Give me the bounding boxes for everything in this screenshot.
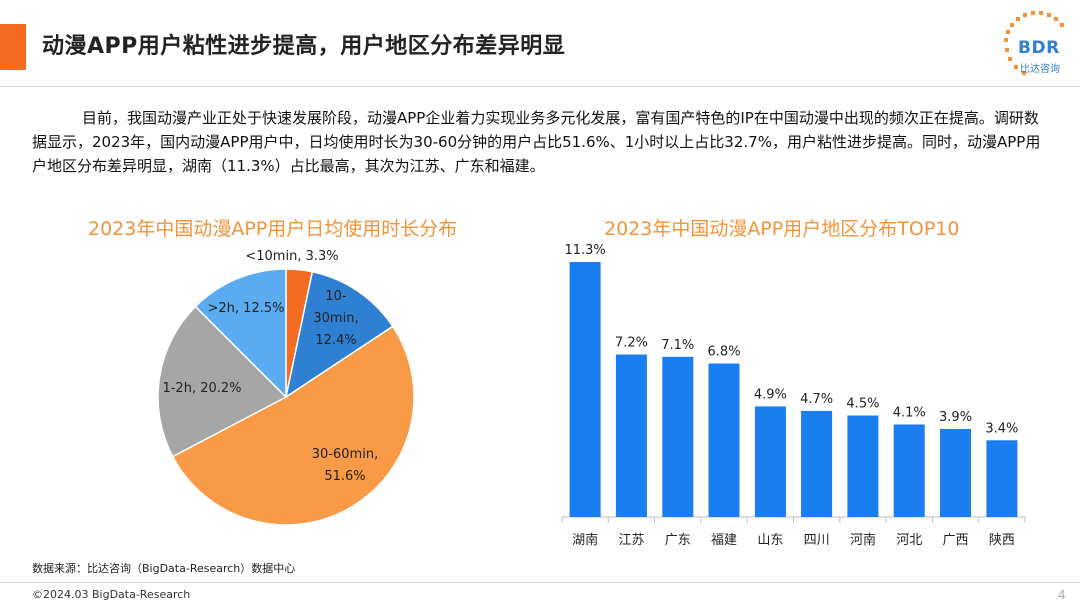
pie-slice-2h [194,268,287,399]
bar-category-label-8: 河北 [896,533,922,548]
bar-data-label-6: 4.7% [800,392,833,407]
bar-10 [986,440,1018,517]
bar-category-label-3: 广东 [665,533,691,548]
data-source-note: 数据来源：比达咨询（BigData-Research）数据中心 [32,562,296,575]
bar-data-label-4: 6.8% [708,345,741,360]
bar-data-label-8: 4.1% [893,405,926,420]
pie-slice-10-30min [284,270,394,399]
bar-category-label-4: 福建 [711,533,737,548]
bar-category-label-2: 江苏 [618,532,644,548]
logo-subtitle: 比达咨询 [1020,64,1060,75]
pie-data-label-1-2h: 1-2h, 20.2% [162,381,241,396]
pie-data-label-2h: >2h, 12.5% [208,301,285,316]
bar-5 [754,406,786,517]
page-number: 4 [1058,588,1066,602]
pie-slice-1-2h [157,305,288,458]
logo-text: BDR [1018,38,1060,58]
bar-category-label-7: 河南 [850,532,876,548]
intro-paragraph: 目前，我国动漫产业正处于快速发展阶段，动漫APP企业着力实现业务多元化发展，富有… [32,109,1041,175]
bar-chart-title: 2023年中国动漫APP用户地区分布TOP10 [604,218,960,240]
bar-1 [569,262,601,517]
bar-data-label-10: 3.4% [985,421,1018,436]
bar-data-label-5: 4.9% [754,387,787,402]
pie-slice-30-60min [171,325,415,526]
bar-data-label-2: 7.2% [615,336,648,351]
bar-data-label-9: 3.9% [939,410,972,425]
bar-8 [893,424,925,517]
pie-data-label-10-30min: 10-30min, 12.4% [313,289,358,348]
bar-category-label-9: 广西 [943,533,969,548]
bar-category-label-5: 山东 [757,533,783,548]
bar-2 [615,354,647,517]
title-accent-bar [0,24,26,70]
bar-6 [801,410,833,517]
copyright-text: ©2024.03 BigData-Research [32,588,191,601]
bar-3 [662,356,694,517]
pie-data-label-10min: <10min, 3.3% [245,249,338,264]
bar-7 [847,415,879,517]
pie-chart-title: 2023年中国动漫APP用户日均使用时长分布 [88,218,458,240]
bar-data-label-7: 4.5% [846,396,879,411]
bar-category-label-10: 陕西 [989,533,1015,548]
bar-9 [940,429,971,517]
bar-category-label-6: 四川 [804,533,830,548]
bar-4 [708,363,740,517]
pie-data-label-30-60min: 30-60min, 51.6% [312,447,378,484]
bar-data-label-3: 7.1% [661,338,694,353]
bar-data-label-1: 11.3% [564,243,605,258]
title-divider [0,86,1080,87]
bdr-logo [1004,11,1064,75]
footer-divider [0,582,1080,583]
page-title: 动漫APP用户粘性进步提高，用户地区分布差异明显 [42,34,566,59]
bar-category-label-1: 湖南 [572,532,598,548]
